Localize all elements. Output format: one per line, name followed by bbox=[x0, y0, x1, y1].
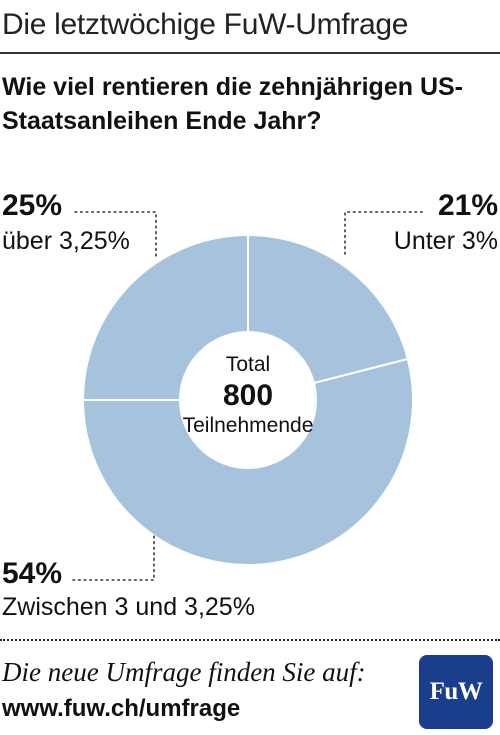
fuw-logo: FuW bbox=[419, 655, 493, 729]
survey-link[interactable]: www.fuw.ch/umfrage bbox=[2, 695, 241, 722]
center-participants-label: Teilnehmende bbox=[182, 414, 314, 437]
footer-text: Die neue Umfrage finden Sie auf: bbox=[2, 657, 366, 687]
slice-percent-under-3: 21% bbox=[437, 189, 498, 222]
slice-percent-between-3-and-3-25: 54% bbox=[2, 557, 63, 590]
slice-under-3 bbox=[247, 233, 410, 385]
page-title: Die letztwöchige FuW-Umfrage bbox=[2, 8, 409, 41]
leader-line-between-3-and-3-25 bbox=[72, 534, 155, 581]
leader-line-under-3 bbox=[344, 211, 426, 255]
slice-label-over-3-25: über 3,25% bbox=[2, 227, 130, 255]
header-divider bbox=[0, 52, 500, 54]
slice-over-3-25 bbox=[81, 233, 249, 401]
slice-between-3-and-3-25 bbox=[81, 357, 414, 566]
slice-label-between-3-and-3-25: Zwischen 3 und 3,25% bbox=[2, 593, 255, 621]
slice-label-under-3: Unter 3% bbox=[393, 227, 498, 255]
footer-divider bbox=[0, 639, 500, 641]
center-total-label: Total bbox=[225, 353, 271, 376]
chart-title: Wie viel rentieren die zehnjährigen US-S… bbox=[2, 73, 463, 135]
logo-text: FuW bbox=[429, 678, 483, 705]
leader-line-over-3-25 bbox=[74, 211, 157, 259]
center-total-value: 800 bbox=[222, 379, 274, 412]
slice-percent-over-3-25: 25% bbox=[2, 189, 63, 222]
